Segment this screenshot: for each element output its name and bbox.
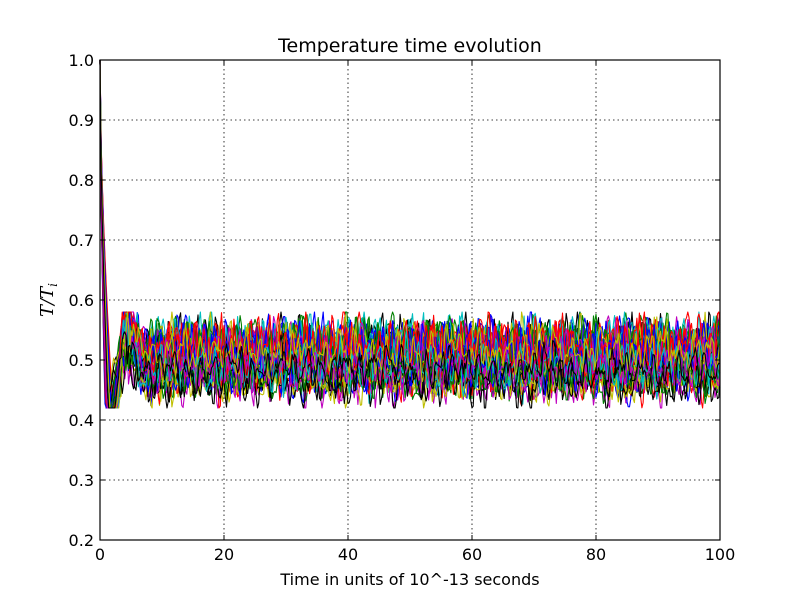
- y-tick-label: 0.4: [69, 411, 94, 430]
- y-tick-label: 0.9: [69, 111, 94, 130]
- series-group: [99, 59, 721, 409]
- series-line: [99, 59, 721, 409]
- series-line: [99, 59, 721, 409]
- y-tick-label: 0.2: [69, 531, 94, 550]
- y-axis-label: T/Ti: [37, 283, 60, 317]
- grid: [100, 60, 720, 540]
- y-axis-label-subscript: i: [46, 283, 60, 287]
- y-tick-label: 0.6: [69, 291, 94, 310]
- x-axis-label: Time in units of 10^-13 seconds: [279, 570, 539, 589]
- y-axis-label-base: T/T: [37, 285, 58, 317]
- chart-title: Temperature time evolution: [277, 35, 542, 57]
- y-tick-label: 0.5: [69, 351, 94, 370]
- x-tick-label: 80: [586, 545, 606, 564]
- x-tick-label: 60: [462, 545, 482, 564]
- ticks: [99, 59, 721, 541]
- y-tick-label: 0.8: [69, 171, 94, 190]
- x-tick-label: 40: [338, 545, 358, 564]
- x-tick-label: 0: [95, 545, 105, 564]
- y-tick-labels: 0.2 0.3 0.4 0.5 0.6 0.7 0.8 0.9 1.0: [69, 51, 94, 550]
- x-tick-label: 20: [214, 545, 234, 564]
- x-tick-label: 100: [705, 545, 736, 564]
- y-tick-label: 0.7: [69, 231, 94, 250]
- x-tick-labels: 0 20 40 60 80 100: [95, 545, 735, 564]
- y-tick-label: 0.3: [69, 471, 94, 490]
- y-tick-label: 1.0: [69, 51, 94, 70]
